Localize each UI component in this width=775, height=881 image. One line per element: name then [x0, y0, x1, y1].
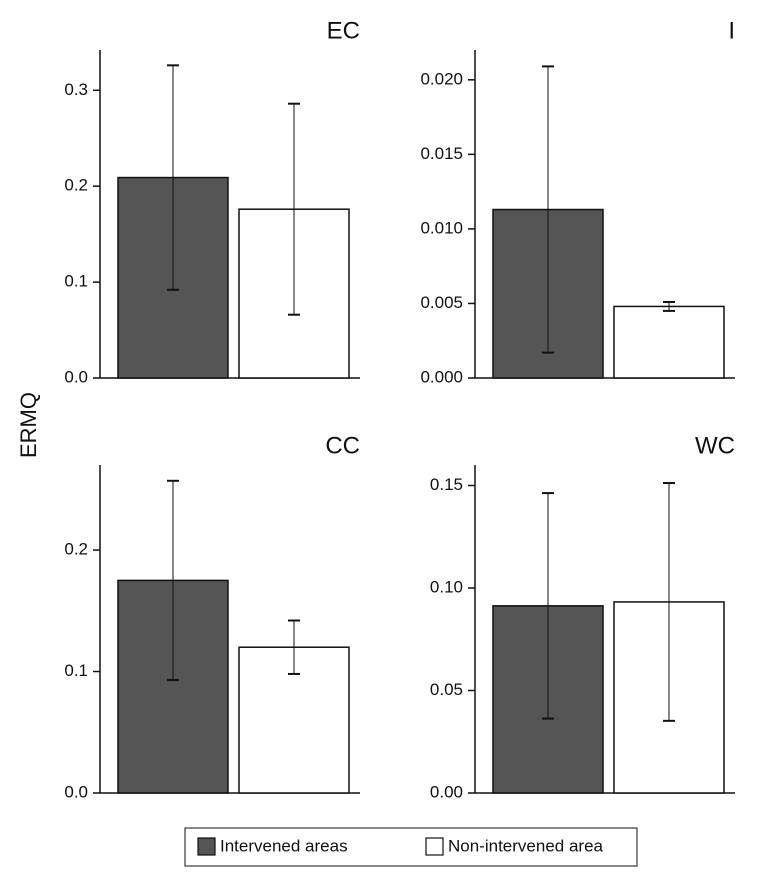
error-bar [167, 479, 179, 682]
error-bar [542, 492, 554, 720]
legend-box [184, 827, 638, 867]
y-tick-label: 0.015 [420, 144, 463, 163]
panel-title: WC [695, 432, 735, 459]
y-tick-label: 0.005 [420, 293, 463, 312]
y-tick-label: 0.15 [430, 475, 463, 494]
legend-swatch [197, 837, 216, 856]
y-tick-label: 0.10 [430, 577, 463, 596]
error-bar [167, 64, 179, 291]
error-bar [663, 482, 675, 722]
y-tick-label: 0.0 [64, 367, 88, 386]
y-tick-label: 0.1 [64, 272, 88, 291]
y-tick-label: 0.3 [64, 80, 88, 99]
y-tick-label: 0.00 [430, 782, 463, 801]
bar [613, 305, 725, 379]
panel-title: I [728, 17, 735, 44]
y-tick-label: 0.000 [420, 367, 463, 386]
panel-title: CC [325, 432, 360, 459]
y-tick-label: 0.0 [64, 782, 88, 801]
y-tick-label: 0.010 [420, 218, 463, 237]
y-tick-label: 0.05 [430, 680, 463, 699]
panel-title: EC [327, 17, 360, 44]
error-bar [288, 102, 300, 316]
error-bar [288, 619, 300, 675]
error-bar [663, 300, 675, 312]
y-tick-label: 0.020 [420, 69, 463, 88]
y-tick-label: 0.2 [64, 176, 88, 195]
y-axis-label: ERMQ [16, 392, 41, 458]
y-tick-label: 0.1 [64, 661, 88, 680]
legend-label: Intervened areas [220, 836, 348, 855]
error-bar [542, 65, 554, 354]
legend-label: Non-intervened area [448, 836, 604, 855]
legend-swatch [425, 837, 444, 856]
y-tick-label: 0.2 [64, 540, 88, 559]
